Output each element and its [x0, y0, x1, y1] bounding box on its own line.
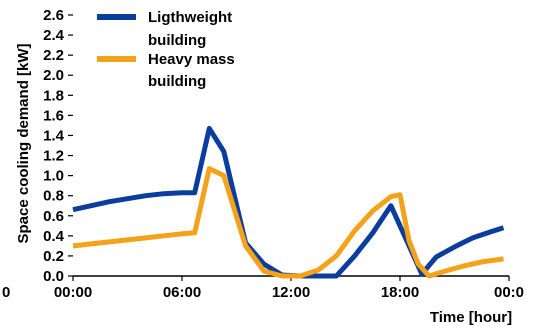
y-tick-label: 1.2: [43, 148, 64, 165]
data-point: [107, 240, 111, 244]
data-point: [443, 269, 447, 273]
data-point: [371, 231, 375, 235]
x-tick-label: 00:00: [54, 284, 92, 301]
data-point: [143, 236, 147, 240]
plot-area: 0.0 0.2 0.4 0.6 0.8 1.0 1.2 1.4 1.6 1.8 2.0 2.2 2.4 2…: [2, 7, 524, 301]
data-point: [280, 274, 284, 278]
data-point: [193, 231, 197, 235]
y-tick-label: 0.6: [43, 208, 64, 225]
data-point: [89, 204, 93, 208]
data-point: [334, 254, 338, 258]
data-point: [243, 244, 247, 248]
data-point: [334, 274, 338, 278]
x-tick-label-clipped: 0: [2, 284, 10, 301]
x-tick-label: 18:00: [381, 284, 419, 301]
data-point: [427, 274, 431, 278]
y-tick-label: 1.8: [43, 87, 64, 104]
y-tick-label: 0.0: [43, 268, 64, 285]
data-point: [470, 236, 474, 240]
data-point: [416, 262, 420, 266]
data-point: [125, 197, 129, 201]
x-axis-label: Time [hour]: [430, 309, 512, 326]
data-point: [489, 230, 493, 234]
data-point: [389, 204, 393, 208]
data-point: [316, 274, 320, 278]
data-point: [207, 166, 211, 170]
data-point: [107, 200, 111, 204]
data-point: [193, 190, 197, 194]
y-tick-label: 1.4: [43, 127, 65, 144]
data-point: [407, 239, 411, 243]
data-point: [180, 232, 184, 236]
data-point: [125, 238, 129, 242]
data-point: [371, 209, 375, 213]
y-tick-label: 0.8: [43, 188, 64, 205]
y-tick-label: 2.2: [43, 47, 64, 64]
data-point: [222, 173, 226, 177]
data-point: [180, 190, 184, 194]
x-tick-label: 12:00: [272, 284, 310, 301]
y-axis-label: Space cooling demand [kW]: [15, 43, 32, 243]
data-point: [501, 226, 505, 230]
data-point: [143, 193, 147, 197]
data-point: [316, 268, 320, 272]
data-point: [434, 255, 438, 259]
data-point: [222, 149, 226, 153]
legend: Ligthweight building Heavy mass building: [97, 9, 235, 90]
y-tick-label: 0.2: [43, 248, 64, 265]
data-point: [352, 229, 356, 233]
y-tick-label: 2.6: [43, 7, 64, 24]
data-point: [389, 194, 393, 198]
data-point: [501, 257, 505, 261]
data-point: [398, 192, 402, 196]
data-point: [71, 208, 75, 212]
data-point: [480, 260, 484, 264]
y-tick-label: 1.6: [43, 107, 64, 124]
y-tick-label: 2.4: [43, 27, 65, 44]
data-point: [298, 274, 302, 278]
data-point: [89, 242, 93, 246]
data-point: [162, 191, 166, 195]
legend-label: Ligthweight: [148, 9, 232, 26]
data-point: [461, 264, 465, 268]
y-tick-label: 1.0: [43, 168, 64, 185]
legend-label: building: [148, 32, 206, 49]
data-point: [162, 234, 166, 238]
legend-label: Heavy mass: [148, 51, 235, 68]
y-tick-label: 0.4: [43, 228, 65, 245]
data-point: [207, 126, 211, 130]
data-point: [71, 244, 75, 248]
y-tick-label: 2.0: [43, 67, 64, 84]
data-point: [352, 254, 356, 258]
legend-label: building: [148, 73, 206, 90]
series-line-lightweight: [72, 125, 505, 279]
series-line-heavy-mass: [72, 166, 504, 279]
x-tick-label: 06:00: [163, 284, 201, 301]
data-point: [262, 269, 266, 273]
x-tick-label: 00:0: [494, 284, 524, 301]
data-point: [452, 245, 456, 249]
